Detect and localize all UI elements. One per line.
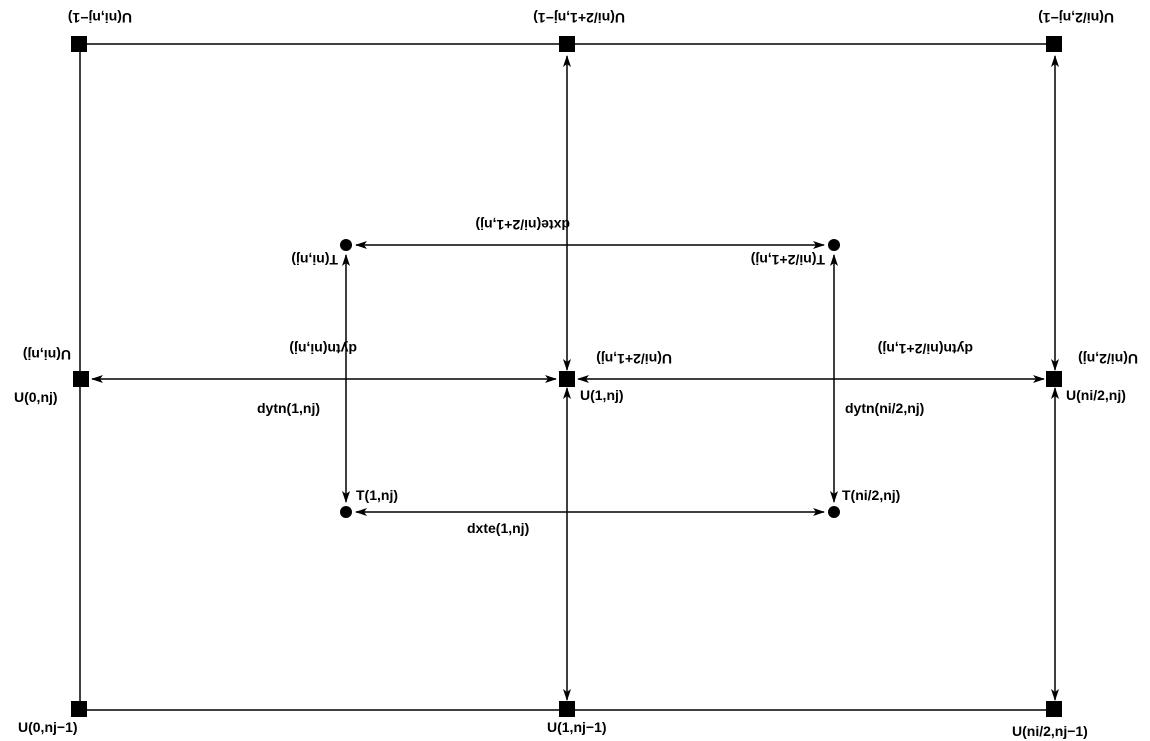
- u-label-center-bottom: U(1,nj): [580, 387, 624, 403]
- u-node-top-right: [1046, 36, 1062, 52]
- u-label-top-left: U(ni,nj−1): [68, 10, 132, 26]
- u-label-bottom-right: U(ni/2,nj−1): [1012, 723, 1088, 739]
- u-label-bottom-mid: U(1,nj−1): [547, 719, 607, 735]
- u-label-mid-right-bottom: U(ni/2,nj): [1066, 387, 1126, 403]
- u-label-mid-left-bottom: U(0,nj): [14, 389, 58, 405]
- u-label-top-right: U(ni/2,nj−1): [1038, 10, 1114, 26]
- u-node-mid-right: [1046, 371, 1062, 387]
- dxte-top-label: dxte(ni/2+1,nj): [475, 217, 570, 233]
- t-node-upper-left: [340, 239, 352, 251]
- u-label-center-top: U(ni/2+1,nj): [596, 351, 672, 367]
- dytn-left-top-label: dytn(ni,nj): [289, 341, 357, 357]
- u-node-bottom-right: [1046, 701, 1062, 717]
- dxte-bottom-label: dxte(1,nj): [467, 520, 529, 536]
- t-node-lower-right: [828, 506, 840, 518]
- u-node-top-left: [71, 36, 87, 52]
- t-label-lower-right: T(ni/2,nj): [842, 487, 900, 503]
- u-node-bottom-left: [71, 701, 87, 717]
- u-node-bottom-mid: [559, 701, 575, 717]
- t-label-upper-right: T(ni/2+1,nj): [751, 252, 825, 268]
- dytn-left-bottom-label: dytn(1,nj): [257, 400, 320, 416]
- u-node-top-mid: [559, 36, 575, 52]
- t-label-upper-left: T(ni,nj): [291, 252, 338, 268]
- t-node-upper-right: [828, 239, 840, 251]
- u-node-center: [559, 371, 575, 387]
- u-label-mid-right-top: U(ni/2,nj): [1078, 351, 1138, 367]
- u-label-bottom-left: U(0,nj−1): [18, 719, 78, 735]
- u-label-top-mid: U(ni/2+1,nj−1): [533, 10, 625, 26]
- dytn-right-top-label: dytn(ni/2+1,nj): [878, 341, 973, 357]
- t-label-lower-left: T(1,nj): [356, 487, 398, 503]
- u-node-mid-left: [73, 371, 89, 387]
- t-node-lower-left: [340, 506, 352, 518]
- dytn-right-bottom-label: dytn(ni/2,nj): [845, 400, 924, 416]
- u-label-mid-left-top: U(ni,nj): [23, 347, 71, 363]
